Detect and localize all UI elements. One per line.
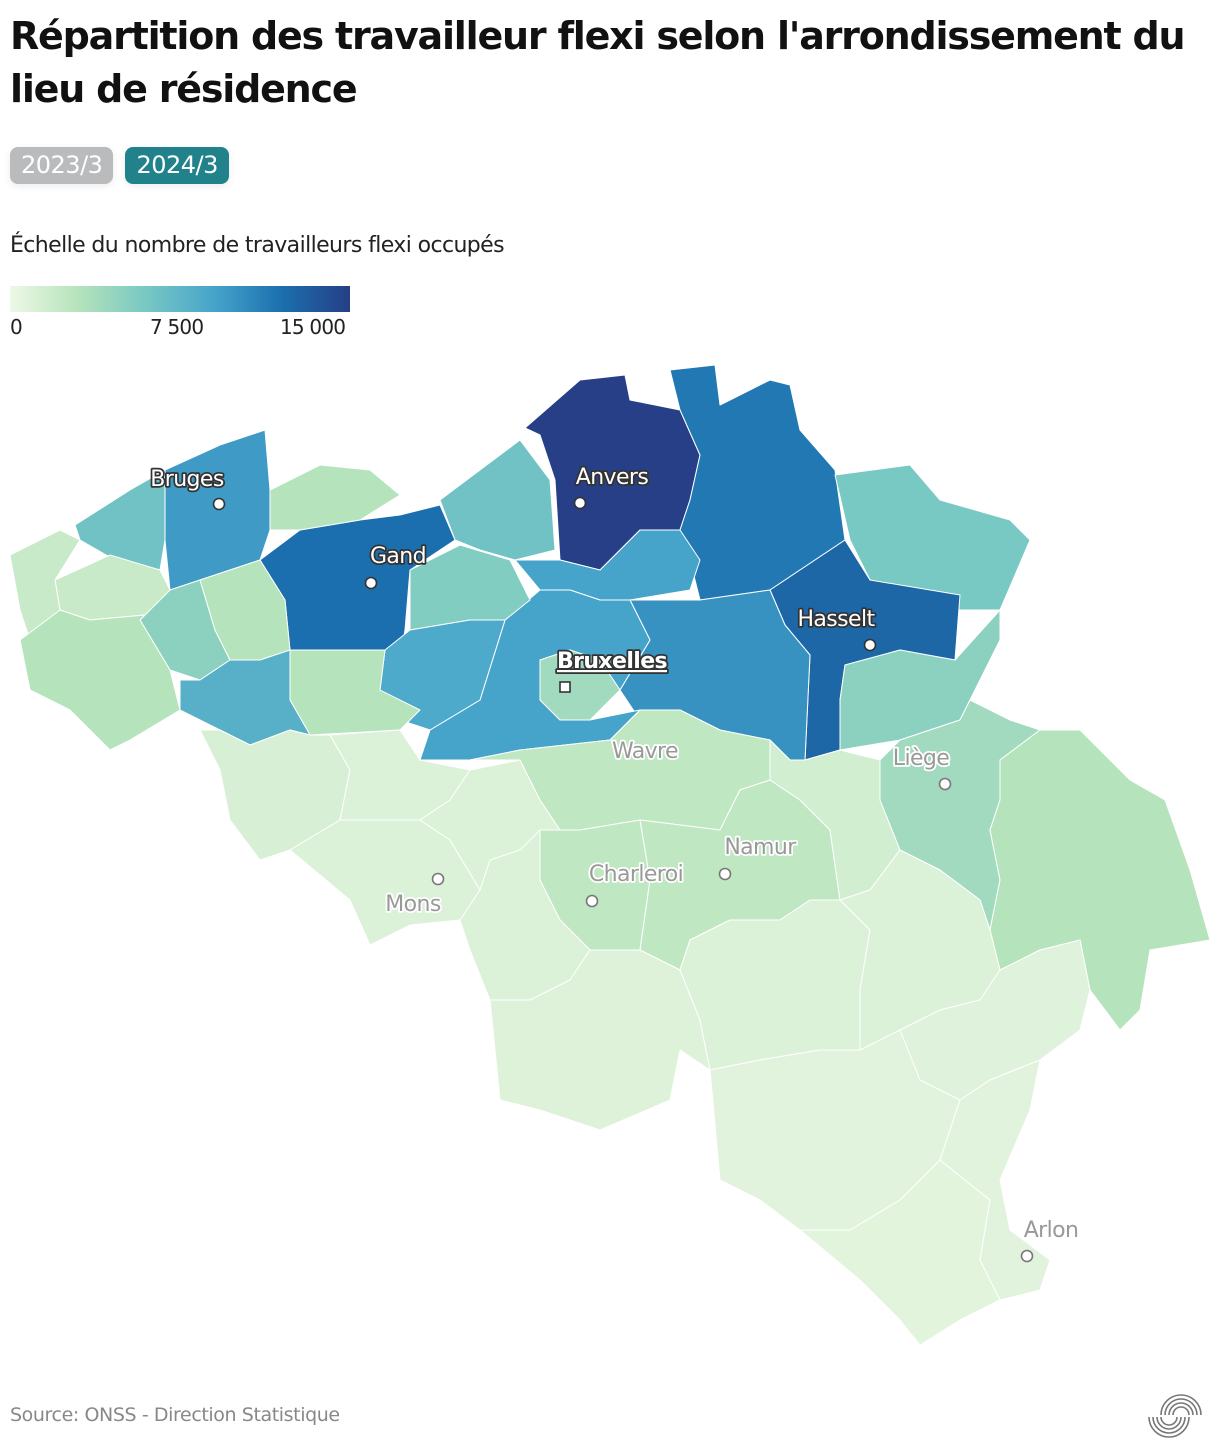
- city-label: Liège: [893, 746, 949, 771]
- cities-layer: Bruges Gand Anvers Hasselt Bruxelles Wavre Liè…: [149, 463, 1081, 1263]
- legend-tick-max: 15 000: [280, 315, 346, 339]
- legend-title: Échelle du nombre de travailleurs flexi …: [10, 233, 505, 258]
- source-note: Source: ONSS - Direction Statistique: [10, 1404, 340, 1426]
- legend-tick-min: 0: [10, 315, 23, 339]
- city-label: Bruxelles: [557, 649, 668, 674]
- belgium-map: Bruges Gand Anvers Hasselt Bruxelles Wavre Liè…: [9, 364, 1211, 1346]
- city-label: Bruges: [150, 467, 224, 492]
- city-marker-icon: [431, 872, 445, 886]
- legend-color-scale: [10, 286, 350, 312]
- city-mons: Mons: [384, 872, 445, 919]
- arrondissement-region[interactable]: [439, 439, 556, 561]
- city-label: Wavre: [612, 739, 678, 764]
- city-label: Hasselt: [797, 607, 875, 632]
- city-marker-icon: [212, 497, 226, 511]
- legend-tick-mid: 7 500: [150, 315, 204, 339]
- city-bruxelles: Bruxelles: [555, 647, 670, 693]
- arrondissement-region[interactable]: [989, 729, 1211, 1031]
- arrondissement-region[interactable]: [9, 529, 81, 641]
- city-marker-icon: [364, 576, 378, 590]
- city-label: Anvers: [576, 465, 649, 490]
- arrondissement-region[interactable]: [539, 649, 621, 721]
- city-marker-icon: [585, 894, 599, 908]
- city-marker-icon: [938, 777, 952, 791]
- city-wavre: Wavre: [610, 737, 680, 766]
- city-marker-icon: [1020, 1249, 1034, 1263]
- period-button-2024-3[interactable]: 2024/3: [125, 147, 229, 184]
- city-marker-icon: [718, 867, 732, 881]
- city-label: Gand: [370, 544, 426, 569]
- city-hasselt: Hasselt: [796, 605, 878, 652]
- city-liège: Liège: [891, 744, 952, 791]
- arrondissement-region[interactable]: [74, 469, 166, 571]
- chart-title: Répartition des travailleur flexi selon …: [10, 14, 1186, 111]
- city-anvers: Anvers: [573, 463, 651, 510]
- period-selector: 2023/3 2024/3: [10, 147, 229, 184]
- city-namur: Namur: [718, 833, 800, 881]
- city-marker-icon: [573, 496, 587, 510]
- city-gand: Gand: [364, 542, 428, 590]
- onss-logo-icon: [1148, 1394, 1202, 1438]
- arrondissement-region[interactable]: [269, 464, 401, 531]
- regions-layer: [9, 364, 1211, 1346]
- arrondissement-region[interactable]: [19, 609, 181, 751]
- city-label: Arlon: [1024, 1218, 1079, 1243]
- arrondissement-region[interactable]: [939, 1059, 1051, 1301]
- period-button-2023-3[interactable]: 2023/3: [10, 147, 114, 184]
- arrondissement-region[interactable]: [179, 649, 311, 746]
- city-label: Namur: [724, 835, 797, 860]
- city-bruges: Bruges: [149, 465, 226, 511]
- city-charleroi: Charleroi: [585, 860, 685, 908]
- city-label: Charleroi: [589, 862, 683, 887]
- capital-marker-icon: [559, 681, 571, 693]
- city-label: Mons: [385, 892, 441, 917]
- city-marker-icon: [863, 638, 877, 652]
- city-arlon: Arlon: [1020, 1216, 1081, 1263]
